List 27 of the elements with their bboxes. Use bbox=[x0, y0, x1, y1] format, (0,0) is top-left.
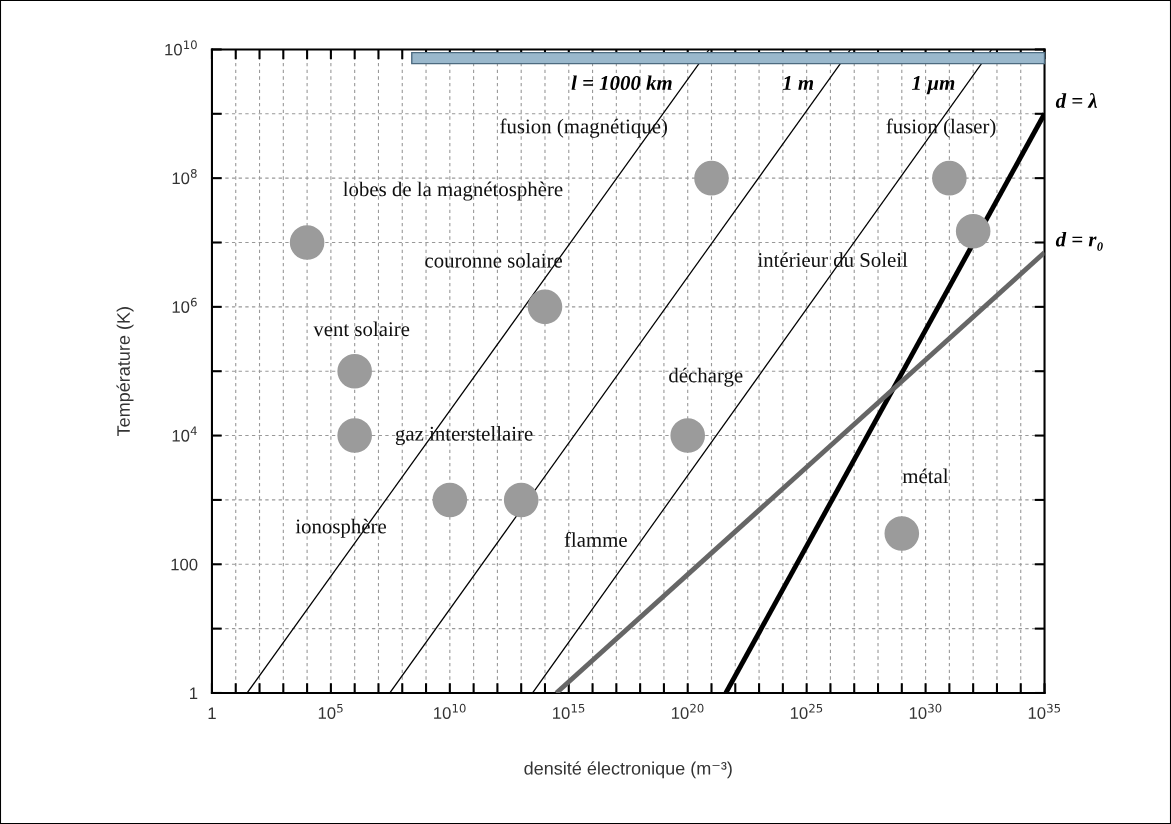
y-tick-label: 10$^{4}$ bbox=[172, 426, 197, 442]
y-tick-label: 10$^{10}$ bbox=[165, 40, 197, 56]
legend-label: 1 m bbox=[782, 76, 814, 90]
legend-label: l = 1000 km bbox=[571, 75, 672, 91]
x-tick-label: 10$^{35}$ bbox=[1028, 703, 1061, 719]
annotation: décharge bbox=[669, 367, 743, 387]
y-tick-label: 100 bbox=[171, 558, 198, 571]
legend-label: 1 µm bbox=[911, 76, 955, 95]
x-tick-label: 10$^{20}$ bbox=[671, 703, 704, 719]
annotation: métal bbox=[902, 468, 949, 484]
x-tick-label: 10$^{15}$ bbox=[553, 703, 585, 719]
series-label: d = λ bbox=[1055, 93, 1098, 108]
x-tick-label: 10$^{25}$ bbox=[790, 703, 823, 719]
x-tick-label: 1 bbox=[208, 707, 216, 719]
x-tick-label: 10$^{10}$ bbox=[434, 703, 466, 719]
y-tick-label: 1 bbox=[190, 687, 198, 700]
x-tick-label: 10$^{5}$ bbox=[318, 703, 343, 719]
x-axis-title: densité électronique (m⁻³) bbox=[524, 761, 732, 779]
annotation: lobes de la magnétosphère bbox=[343, 181, 563, 201]
annotation: vent solaire bbox=[313, 321, 410, 337]
y-axis-title: Température (K) bbox=[116, 307, 134, 437]
x-tick-label: 10$^{30}$ bbox=[909, 703, 942, 719]
series-label: d = r₀ bbox=[1055, 231, 1103, 251]
y-tick-label: 10$^{6}$ bbox=[172, 297, 197, 313]
y-tick-label: 10$^{8}$ bbox=[172, 169, 197, 185]
annotation: flamme bbox=[564, 532, 627, 547]
annotation: fusion (laser) bbox=[886, 118, 996, 138]
